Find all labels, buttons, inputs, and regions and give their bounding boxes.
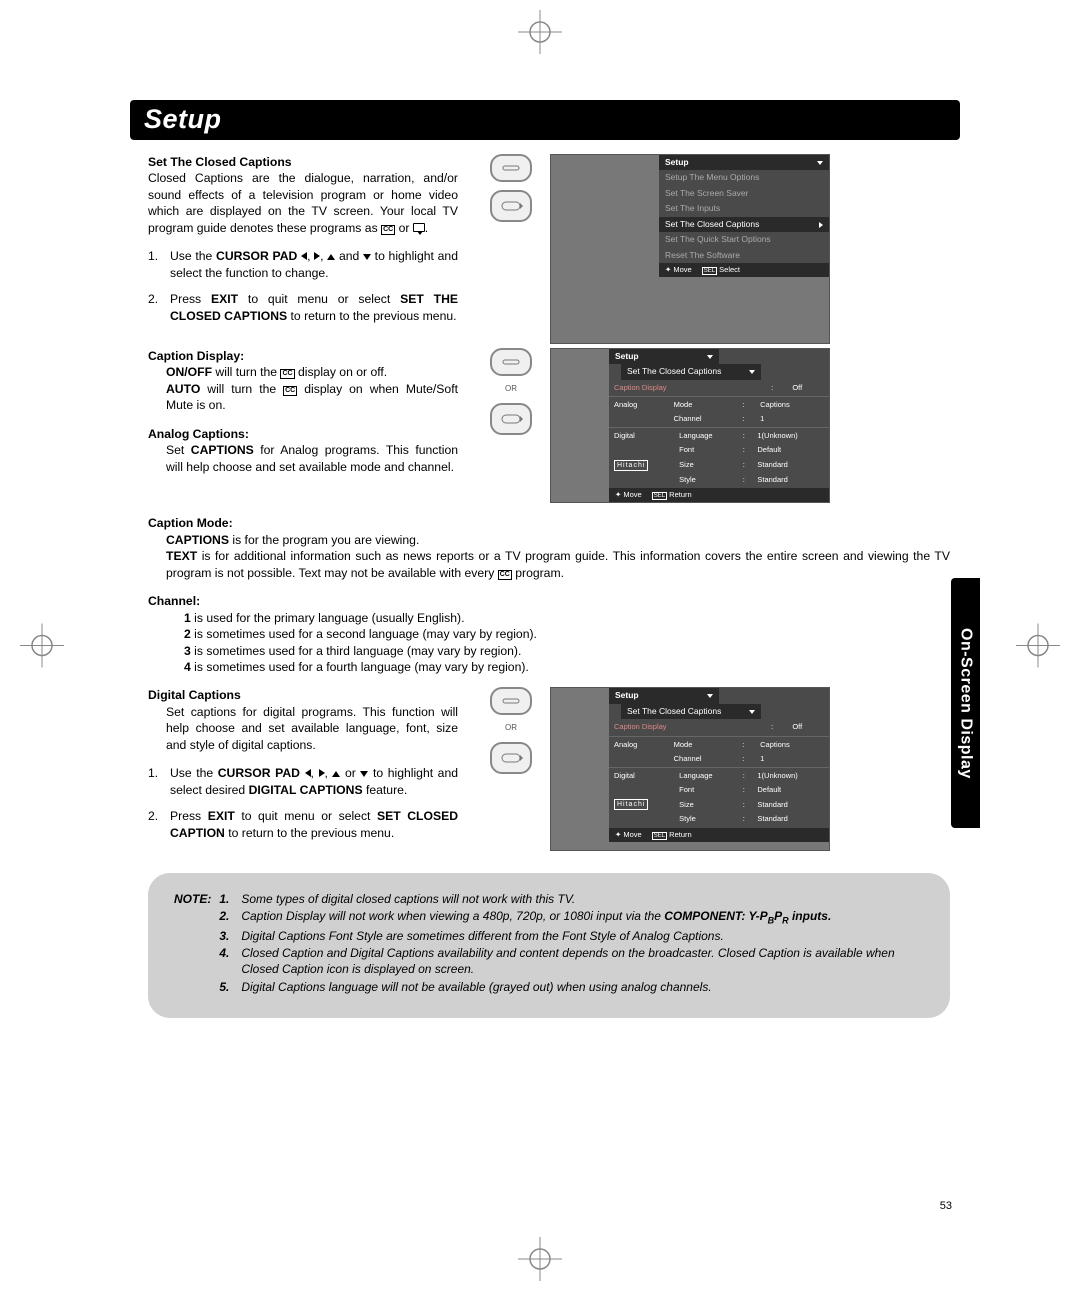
remote-or-label: OR [505, 723, 517, 734]
steps2: 1.Use the CURSOR PAD , , or to highlight… [148, 765, 458, 841]
remote-dpad [490, 403, 532, 435]
crop-mark-top [518, 10, 562, 59]
crop-mark-left [20, 624, 64, 673]
caption-display-heading: Caption Display: [148, 348, 458, 364]
digital-captions-body: Set captions for digital programs. This … [148, 704, 458, 753]
remote-dpad [490, 190, 532, 222]
remote-icons-1 [480, 154, 542, 344]
tv-screenshot-1: Setup Setup The Menu Options Set The Scr… [550, 154, 830, 344]
crop-mark-bottom [518, 1237, 562, 1286]
cc-icon: CC [381, 225, 395, 235]
page-title: Setup [144, 104, 222, 134]
steps1: 1.Use the CURSOR PAD , , and to highligh… [148, 248, 458, 324]
caption-mode-body: CAPTIONS is for the program you are view… [148, 532, 950, 581]
section1-heading: Set The Closed Captions [148, 154, 458, 170]
note-box: NOTE: 1.Some types of digital closed cap… [148, 873, 950, 1017]
cc-icon: CC [498, 570, 512, 580]
caption-mode-heading: Caption Mode: [148, 515, 950, 531]
remote-icons-3: OR [480, 687, 542, 851]
page: Setup Set The Closed Captions Closed Cap… [130, 100, 960, 1018]
remote-menu-button [490, 687, 532, 715]
section1-intro: Closed Captions are the dialogue, narrat… [148, 170, 458, 236]
channel-body: 1 is used for the primary language (usua… [148, 610, 950, 676]
tv-screenshot-3: Setup Set The Closed Captions Caption Di… [550, 687, 830, 851]
remote-menu-button [490, 348, 532, 376]
crop-mark-right [1016, 624, 1060, 673]
channel-heading: Channel: [148, 593, 950, 609]
caption-display-body: ON/OFF will turn the CC display on or of… [148, 364, 458, 413]
digital-captions-heading: Digital Captions [148, 687, 458, 703]
analog-captions-heading: Analog Captions: [148, 426, 458, 442]
page-title-bar: Setup [130, 100, 960, 140]
page-number: 53 [940, 1200, 952, 1212]
cc-icon: CC [280, 369, 294, 379]
remote-or-label: OR [505, 384, 517, 395]
cc-icon: CC [283, 386, 297, 396]
tv-screenshot-2: Setup Set The Closed Captions Caption Di… [550, 348, 830, 503]
remote-menu-button [490, 154, 532, 182]
remote-icons-2: OR [480, 348, 542, 503]
analog-captions-body: Set CAPTIONS for Analog programs. This f… [148, 442, 458, 475]
speech-icon [413, 223, 425, 232]
remote-dpad [490, 742, 532, 774]
